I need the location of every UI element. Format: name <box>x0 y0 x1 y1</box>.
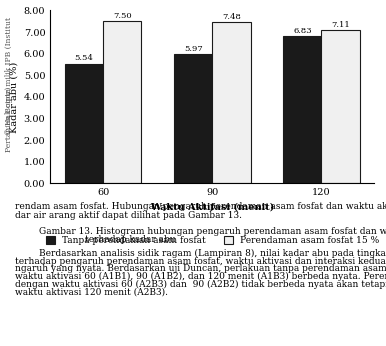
Text: waktu aktivasi 120 menit (A2B3).: waktu aktivasi 120 menit (A2B3). <box>15 287 168 296</box>
Text: terhadap kadar abu: terhadap kadar abu <box>85 235 176 244</box>
Text: Pertanian Bogor): Pertanian Bogor) <box>5 86 13 152</box>
Text: dengan waktu aktivasi 60 (A2B3) dan  90 (A2B2) tidak berbeda nyata akan tetapi b: dengan waktu aktivasi 60 (A2B3) dan 90 (… <box>15 280 386 289</box>
Text: rendam asam fosfat. Hubungan pengaruh perendaman asam fosfat dan waktu aktivasi : rendam asam fosfat. Hubungan pengaruh pe… <box>15 202 386 211</box>
Text: dar air arang aktif dapat dilihat pada Gambar 13.: dar air arang aktif dapat dilihat pada G… <box>15 211 242 220</box>
Text: terhadap pengaruh perendaman asam fosfat, waktu aktivasi dan interaksi kedua fak: terhadap pengaruh perendaman asam fosfat… <box>15 257 386 266</box>
Text: © Hak cipta milik IPB (Institut: © Hak cipta milik IPB (Institut <box>5 17 13 135</box>
Bar <box>212 21 251 183</box>
Bar <box>322 30 360 183</box>
Y-axis label: Kadar abu (%): Kadar abu (%) <box>9 61 18 133</box>
Text: 5.54: 5.54 <box>74 55 93 63</box>
Text: 5.97: 5.97 <box>184 45 203 53</box>
Bar <box>103 21 141 183</box>
X-axis label: Waktu Aktifasi (menit): Waktu Aktifasi (menit) <box>150 203 274 212</box>
Text: 7.48: 7.48 <box>222 12 241 20</box>
Text: 7.50: 7.50 <box>113 12 132 20</box>
Text: Gambar 13. Histogram hubungan pengaruh perendaman asam fosfat dan waktu aktivasi: Gambar 13. Histogram hubungan pengaruh p… <box>39 227 386 236</box>
Text: waktu aktivasi 60 (A1B1), 90 (A1B2), dan 120 menit (A1B3) berbeda nyata. Perenda: waktu aktivasi 60 (A1B1), 90 (A1B2), dan… <box>15 272 386 281</box>
Bar <box>65 64 103 183</box>
Text: 7.11: 7.11 <box>331 20 350 28</box>
Bar <box>174 54 212 183</box>
Bar <box>283 36 322 183</box>
Text: ngaruh yang nyata. Berdasarkan uji Duncan, perlakuan tanpa perendaman asam fosfa: ngaruh yang nyata. Berdasarkan uji Dunca… <box>15 264 386 273</box>
Text: Berdasarkan analisis sidik ragam (Lampiran 8), nilai kadar abu pada tingkat α =: Berdasarkan analisis sidik ragam (Lampir… <box>39 249 386 258</box>
Legend: Tanpa perendaman asam fosfat, Perendaman asam fosfat 15 %: Tanpa perendaman asam fosfat, Perendaman… <box>46 236 379 245</box>
Text: 6.83: 6.83 <box>293 27 312 35</box>
